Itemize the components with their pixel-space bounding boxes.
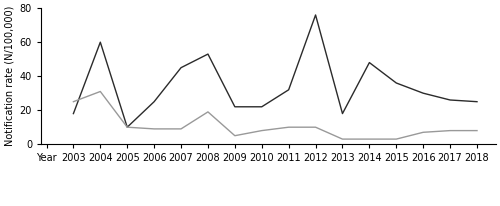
Y-axis label: Notification rate (N/100,000): Notification rate (N/100,000) <box>4 6 14 146</box>
